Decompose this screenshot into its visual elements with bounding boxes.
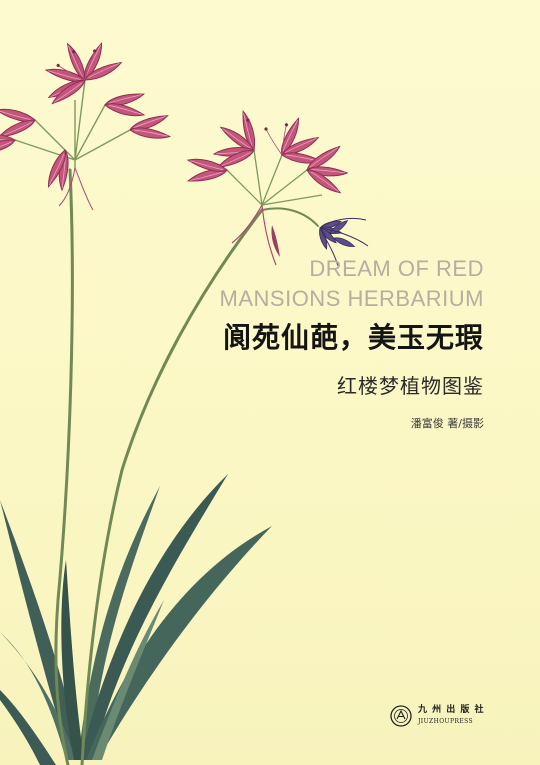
chinese-title: 阆苑仙葩，美玉无瑕 — [222, 321, 484, 354]
chinese-subtitle: 红楼梦植物图鉴 — [337, 374, 484, 398]
publisher-name-chinese: 九 州 出 版 社 — [418, 705, 485, 715]
author-credit: 潘富俊 著/摄影 — [410, 417, 484, 430]
publisher-name-english: JIUZHOUPRESS — [418, 718, 474, 725]
leaves — [0, 474, 272, 765]
stems — [54, 168, 319, 765]
flower-cluster-middle — [186, 109, 348, 266]
english-title-line-1: DREAM OF RED — [309, 256, 484, 281]
english-title-line-2: MANSIONS HERBARIUM — [219, 286, 484, 311]
publisher: 九 州 出 版 社 JIUZHOUPRESS — [324, 704, 484, 732]
english-title: DREAM OF RED MANSIONS HERBARIUM — [184, 254, 484, 314]
bud-cluster — [316, 217, 369, 267]
flower-cluster-top — [0, 41, 171, 211]
publisher-logo-icon — [390, 705, 412, 727]
